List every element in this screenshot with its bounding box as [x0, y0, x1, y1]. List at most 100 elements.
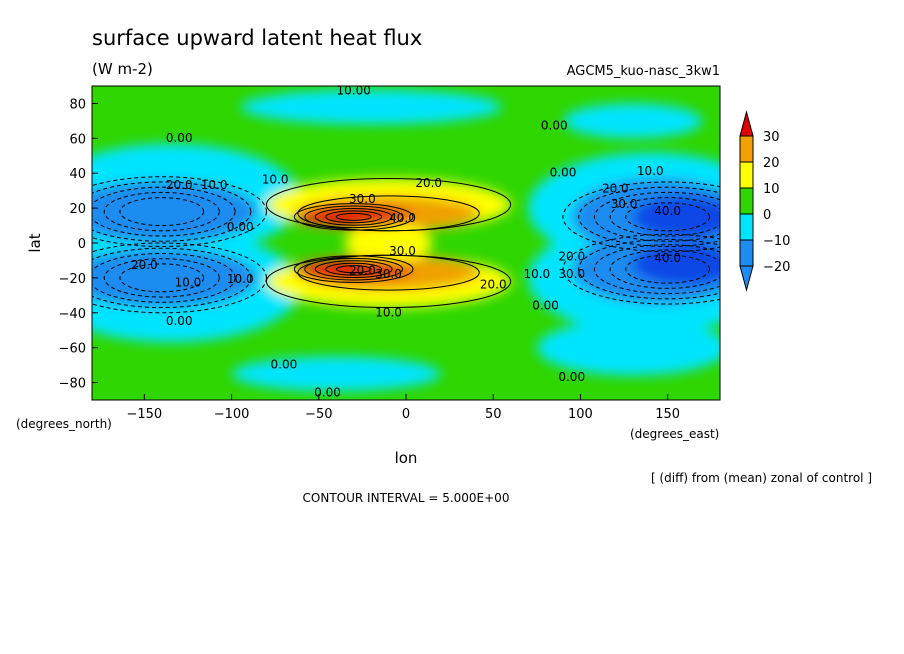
- contour-label: 30.0: [375, 267, 402, 281]
- contour-line: [92, 186, 236, 237]
- colorbar-bottom-arrow: [739, 265, 754, 292]
- chart-title: surface upward latent heat flux: [92, 26, 422, 50]
- contour-line: [92, 242, 267, 314]
- field-blue: [92, 180, 258, 243]
- x-units-label: (degrees_east): [630, 427, 719, 441]
- y-tick-label: 60: [69, 132, 86, 147]
- contour-line: [593, 191, 720, 242]
- contour-label: 0.00: [541, 119, 568, 133]
- colorbar-segment: [739, 239, 754, 267]
- field-darkblue: [632, 243, 720, 285]
- contour-line: [304, 257, 404, 281]
- x-tick-label: 50: [485, 407, 502, 422]
- contour-line: [562, 181, 720, 253]
- colorbar-segment: [739, 135, 754, 163]
- field-yellow: [344, 222, 433, 264]
- contour-line: [297, 254, 480, 291]
- x-tick-label: 0: [402, 407, 410, 422]
- contour-line: [314, 207, 393, 226]
- contour-line: [119, 263, 205, 293]
- x-tick-label: 100: [568, 407, 593, 422]
- contour-line: [92, 181, 252, 242]
- contour-line: [92, 252, 236, 303]
- contour-label: 30.0: [558, 267, 585, 281]
- contour-label: 40.0: [654, 251, 681, 265]
- x-axis: −150 −100 −50 0 50 100 150: [126, 394, 680, 422]
- colorbar-segment: [739, 187, 754, 215]
- field-darkblue: [632, 195, 720, 238]
- contour-label: 30.0: [389, 244, 416, 258]
- field-cyan: [231, 356, 441, 392]
- contour-label: 20.0: [602, 181, 629, 195]
- contour-label: 0.00: [271, 358, 298, 372]
- contour-label: 10.0: [201, 178, 228, 192]
- dataset-label: AGCM5_kuo-nasc_3kw1: [567, 64, 720, 79]
- x-tick-label: −100: [214, 407, 250, 422]
- contour-label: 10.0: [375, 305, 402, 319]
- contour-label: 0.00: [166, 131, 193, 145]
- contour-label: 0.00: [314, 386, 341, 400]
- y-tick-label: −40: [59, 307, 86, 322]
- colorbar-label: 20: [763, 156, 780, 171]
- field-cyan: [563, 103, 703, 139]
- contour-line: [609, 249, 720, 289]
- contour-label: 0.00: [550, 166, 577, 180]
- contour-label: 0.00: [532, 298, 559, 312]
- y-axis: −80 −60 −40 −20 0 20 40 60 80: [59, 97, 98, 392]
- x-tick-label: −50: [305, 407, 332, 422]
- contour-label: 0.00: [166, 314, 193, 328]
- contour-line: [625, 254, 711, 284]
- x-axis-label: lon: [395, 449, 418, 467]
- field-cyan: [240, 89, 502, 125]
- contour-line: [314, 260, 393, 279]
- contour-label: 20.0: [349, 263, 376, 277]
- y-units-label: (degrees_north): [16, 417, 112, 431]
- colorbar-segment: [739, 161, 754, 189]
- contour-label: 30.0: [349, 192, 376, 206]
- contour-line: [304, 205, 404, 229]
- contour-label: 20.0: [131, 258, 158, 272]
- y-tick-label: 80: [69, 97, 86, 112]
- x-tick-label: 150: [655, 407, 680, 422]
- contour-label: 40.0: [654, 204, 681, 218]
- contour-label: 0.00: [227, 220, 254, 234]
- contour-line: [625, 202, 711, 232]
- chart-subtitle: (W m-2): [92, 60, 153, 78]
- contour-line: [578, 186, 720, 247]
- y-tick-label: −60: [59, 342, 86, 357]
- plot-area: 10.00 0.00 0.00 10.0 20.0 0.00 10.0 20.0 10.0 20.…: [92, 86, 720, 400]
- colorbar-label: −20: [763, 260, 790, 275]
- contour-line: [593, 244, 720, 295]
- colorbar-label: 0: [763, 208, 771, 223]
- contour-interval: CONTOUR INTERVAL = 5.000E+00: [303, 491, 510, 505]
- field-cyan: [536, 319, 720, 376]
- contour-line: [92, 247, 252, 309]
- contour-label: 20.0: [558, 249, 585, 263]
- colorbar-segment: [739, 213, 754, 241]
- contour-line: [325, 262, 383, 276]
- y-tick-label: 20: [69, 202, 86, 217]
- colorbar: 30 20 10 0 −10 −20: [739, 110, 790, 292]
- contour-label: 0.00: [558, 370, 585, 384]
- contour-label: 10.0: [637, 164, 664, 178]
- y-tick-label: −80: [59, 377, 86, 392]
- contour-line: [335, 265, 372, 274]
- contour-label: 10.0: [262, 173, 289, 187]
- contour-line: [297, 195, 480, 232]
- y-tick-label: 0: [78, 237, 86, 252]
- contour-line: [92, 176, 267, 247]
- contour-label: 10.0: [175, 276, 202, 290]
- field-blue: [92, 248, 258, 308]
- y-tick-label: 40: [69, 167, 86, 182]
- contour-label: 20.0: [415, 176, 442, 190]
- footnote: [ (diff) from (mean) zonal of control ]: [651, 471, 872, 485]
- contour-label: 20.0: [480, 277, 507, 291]
- contour-line: [609, 197, 720, 237]
- contour-label: 20.0: [166, 178, 193, 192]
- contour-label: 40.0: [389, 211, 416, 225]
- colorbar-label: 10: [763, 182, 780, 197]
- contour-label: 30.0: [611, 197, 638, 211]
- contour-label: 10.0: [227, 272, 254, 286]
- contour-line: [335, 212, 372, 221]
